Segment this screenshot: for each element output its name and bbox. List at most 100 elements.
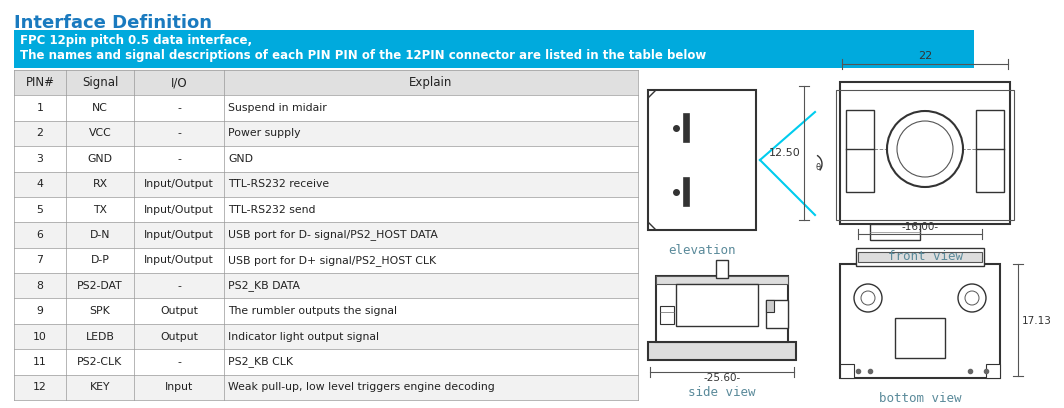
- Bar: [14, 324, 638, 349]
- Text: TX: TX: [93, 205, 107, 215]
- Text: Explain: Explain: [410, 76, 452, 89]
- Text: GND: GND: [228, 154, 253, 164]
- Bar: [684, 114, 689, 142]
- Text: 9: 9: [36, 306, 44, 316]
- Text: Output: Output: [160, 306, 198, 316]
- Bar: [14, 30, 974, 68]
- Circle shape: [965, 291, 979, 305]
- Text: VCC: VCC: [88, 129, 112, 138]
- Text: The rumbler outputs the signal: The rumbler outputs the signal: [228, 306, 397, 316]
- Text: GND: GND: [87, 154, 113, 164]
- Bar: [660, 306, 674, 324]
- Bar: [14, 273, 638, 299]
- Text: Interface Definition: Interface Definition: [14, 14, 212, 32]
- Text: 8: 8: [36, 281, 44, 291]
- Text: side view: side view: [688, 386, 755, 399]
- Bar: [14, 222, 638, 248]
- Text: D-P: D-P: [90, 255, 110, 265]
- Text: 12.50: 12.50: [769, 148, 801, 158]
- Bar: [858, 252, 982, 262]
- Text: -: -: [177, 357, 181, 367]
- Text: θ: θ: [815, 164, 820, 173]
- Text: I/O: I/O: [170, 76, 187, 89]
- Bar: [648, 342, 796, 360]
- Bar: [14, 70, 638, 95]
- Text: 4: 4: [36, 179, 44, 189]
- Bar: [839, 364, 854, 378]
- Circle shape: [887, 111, 963, 187]
- Bar: [895, 318, 945, 358]
- Bar: [14, 248, 638, 273]
- Text: Input: Input: [165, 382, 194, 392]
- Bar: [14, 299, 638, 324]
- Text: bottom view: bottom view: [879, 392, 961, 405]
- Bar: [766, 300, 788, 328]
- Text: KEY: KEY: [89, 382, 111, 392]
- Text: USB port for D+ signal/PS2_HOST CLK: USB port for D+ signal/PS2_HOST CLK: [228, 255, 436, 266]
- Bar: [684, 178, 689, 206]
- Text: 7: 7: [36, 255, 44, 265]
- Bar: [648, 90, 757, 230]
- Text: D-N: D-N: [89, 230, 111, 240]
- Text: 5: 5: [36, 205, 44, 215]
- Text: LEDB: LEDB: [85, 332, 115, 341]
- Text: 12: 12: [33, 382, 47, 392]
- Bar: [14, 95, 638, 121]
- Bar: [14, 349, 638, 375]
- Text: Input/Output: Input/Output: [144, 230, 214, 240]
- Bar: [986, 364, 1000, 378]
- Bar: [14, 197, 638, 222]
- Text: NC: NC: [93, 103, 107, 113]
- Bar: [14, 121, 638, 146]
- Circle shape: [958, 284, 986, 312]
- Bar: [839, 82, 1010, 224]
- Text: The names and signal descriptions of each PIN PIN of the 12PIN connector are lis: The names and signal descriptions of eac…: [20, 49, 706, 62]
- Text: -: -: [177, 154, 181, 164]
- Text: TTL-RS232 send: TTL-RS232 send: [228, 205, 316, 215]
- Bar: [857, 248, 984, 266]
- Text: PS2-CLK: PS2-CLK: [78, 357, 122, 367]
- Text: Indicator light output signal: Indicator light output signal: [228, 332, 379, 341]
- Text: Input/Output: Input/Output: [144, 179, 214, 189]
- Text: Output: Output: [160, 332, 198, 341]
- Text: 22: 22: [918, 51, 932, 61]
- Bar: [14, 146, 638, 171]
- Text: TTL-RS232 receive: TTL-RS232 receive: [228, 179, 329, 189]
- Bar: [656, 276, 788, 342]
- Text: 2: 2: [36, 129, 44, 138]
- Text: 10: 10: [33, 332, 47, 341]
- Text: 6: 6: [36, 230, 44, 240]
- Text: 1: 1: [36, 103, 44, 113]
- Bar: [870, 224, 920, 240]
- Text: 3: 3: [36, 154, 44, 164]
- Text: front view: front view: [887, 250, 963, 263]
- Text: Input/Output: Input/Output: [144, 205, 214, 215]
- Bar: [976, 110, 1004, 192]
- Text: -25.60-: -25.60-: [703, 373, 741, 383]
- Bar: [846, 110, 874, 192]
- Bar: [676, 284, 758, 326]
- Bar: [836, 90, 1014, 220]
- Text: elevation: elevation: [668, 244, 735, 257]
- Bar: [14, 375, 638, 400]
- Circle shape: [861, 291, 875, 305]
- Text: -: -: [177, 281, 181, 291]
- Circle shape: [897, 121, 953, 177]
- Text: -16.00-: -16.00-: [901, 222, 938, 232]
- Text: -: -: [177, 103, 181, 113]
- Text: PIN#: PIN#: [26, 76, 54, 89]
- Bar: [766, 300, 774, 312]
- Text: 17.13: 17.13: [1023, 316, 1052, 326]
- Text: PS2_KB DATA: PS2_KB DATA: [228, 280, 300, 291]
- Circle shape: [854, 284, 882, 312]
- Text: PS2_KB CLK: PS2_KB CLK: [228, 357, 293, 367]
- Bar: [839, 264, 1000, 378]
- Text: Signal: Signal: [82, 76, 118, 89]
- Text: Weak pull-up, low level triggers engine decoding: Weak pull-up, low level triggers engine …: [228, 382, 495, 392]
- Text: PS2-DAT: PS2-DAT: [78, 281, 122, 291]
- Text: USB port for D- signal/PS2_HOST DATA: USB port for D- signal/PS2_HOST DATA: [228, 230, 438, 240]
- Text: -: -: [177, 129, 181, 138]
- Text: Input/Output: Input/Output: [144, 255, 214, 265]
- Text: RX: RX: [93, 179, 107, 189]
- Text: FPC 12pin pitch 0.5 data interface,: FPC 12pin pitch 0.5 data interface,: [20, 34, 252, 47]
